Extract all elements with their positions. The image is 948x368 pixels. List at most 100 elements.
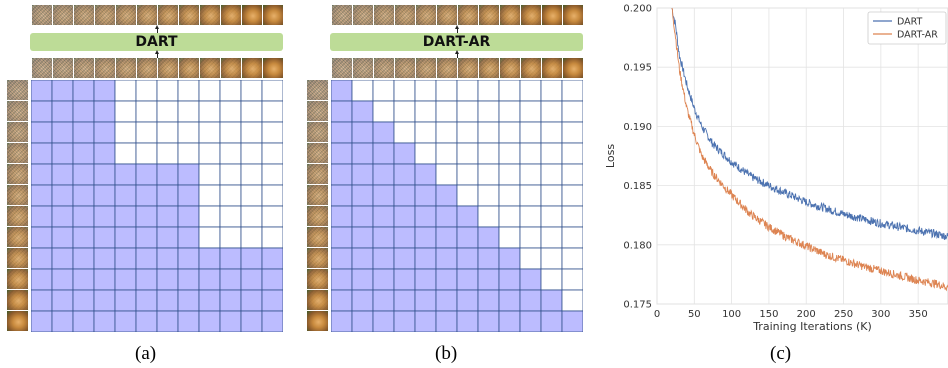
mask-cell-visible [393, 142, 416, 165]
mask-cell-hidden [219, 226, 242, 249]
mask-cell-hidden [456, 142, 479, 165]
mask-cell-visible [31, 289, 53, 312]
mask-cell-hidden [498, 80, 521, 102]
mask-cell-visible [561, 310, 583, 332]
loss-chart: 0 50 100 150 200 250 300 350 0.175 0.180 0.185 0.19… [604, 4, 948, 333]
legend-label: DART-AR [897, 30, 938, 41]
figure-caption: (a) [135, 343, 157, 364]
mask-cell-hidden [477, 100, 500, 123]
mask-cell-visible [114, 289, 137, 312]
diffusion-step-thumbnail [7, 248, 28, 268]
legend: DART DART-AR [867, 11, 947, 45]
mask-cell-visible [372, 184, 395, 207]
mask-cell-visible [540, 289, 563, 312]
mask-cell-visible [31, 268, 53, 291]
mask-cell-visible [51, 121, 74, 144]
mask-cell-visible [198, 310, 221, 332]
mask-cell-visible [31, 205, 53, 228]
mask-cell-hidden [540, 80, 563, 102]
mask-cell-hidden [540, 184, 563, 207]
diffusion-step-thumbnail [32, 58, 52, 78]
diffusion-step-thumbnail [353, 58, 373, 78]
mask-cell-visible [156, 205, 179, 228]
mask-cell-visible [156, 268, 179, 291]
mask-cell-hidden [114, 121, 137, 144]
mask-cell-hidden [498, 226, 521, 249]
mask-cell-hidden [561, 289, 583, 312]
mask-cell-visible [372, 121, 395, 144]
diffusion-step-thumbnail [416, 5, 436, 25]
diffusion-step-thumbnail [332, 58, 352, 78]
mask-cell-visible [93, 80, 116, 102]
mask-cell-hidden [540, 121, 563, 144]
mask-cell-hidden [561, 163, 583, 186]
mask-cell-visible [135, 163, 158, 186]
diffusion-step-thumbnail [7, 206, 28, 226]
mask-cell-visible [135, 310, 158, 332]
mask-cell-hidden [351, 80, 374, 102]
mask-cell-visible [156, 289, 179, 312]
diffusion-step-thumbnail [437, 58, 457, 78]
mask-cell-visible [51, 310, 74, 332]
mask-cell-hidden [561, 80, 583, 102]
mask-cell-hidden [540, 247, 563, 270]
mask-cell-hidden [561, 226, 583, 249]
mask-cell-visible [156, 163, 179, 186]
diffusion-step-thumbnail [263, 58, 283, 78]
diffusion-step-thumbnail [158, 58, 178, 78]
up-arrow-icon [455, 25, 459, 33]
mask-cell-hidden [477, 184, 500, 207]
diffusion-step-thumbnail [200, 58, 220, 78]
figure-caption: (b) [435, 343, 458, 364]
mask-cell-hidden [456, 163, 479, 186]
mask-cell-hidden [519, 163, 542, 186]
mask-cell-visible [435, 184, 458, 207]
mask-cell-hidden [198, 226, 221, 249]
mask-cell-visible [31, 226, 53, 249]
mask-cell-visible [351, 310, 374, 332]
diffusion-step-thumbnail [521, 58, 541, 78]
mask-cell-hidden [177, 100, 200, 123]
mask-cell-hidden [198, 163, 221, 186]
diffusion-step-thumbnail [7, 227, 28, 247]
y-tick-label: 0.190 [623, 122, 652, 133]
mask-cell-hidden [414, 100, 437, 123]
mask-cell-visible [414, 226, 437, 249]
mask-cell-visible [414, 310, 437, 332]
mask-cell-visible [93, 100, 116, 123]
mask-cell-visible [351, 268, 374, 291]
mask-cell-visible [498, 289, 521, 312]
mask-cell-visible [477, 268, 500, 291]
mask-cell-visible [498, 310, 521, 332]
mask-cell-visible [456, 247, 479, 270]
mask-cell-visible [135, 184, 158, 207]
mask-cell-hidden [435, 121, 458, 144]
mask-cell-visible [51, 226, 74, 249]
mask-cell-visible [331, 247, 353, 270]
mask-cell-visible [393, 268, 416, 291]
diffusion-step-thumbnail [563, 5, 583, 25]
mask-cell-visible [177, 205, 200, 228]
mask-cell-hidden [498, 142, 521, 165]
mask-cell-hidden [198, 80, 221, 102]
legend-box [867, 11, 947, 45]
diffusion-step-thumbnail [200, 5, 220, 25]
diffusion-step-thumbnail [7, 185, 28, 205]
mask-cell-visible [114, 184, 137, 207]
diffusion-step-thumbnail [307, 290, 328, 310]
mask-cell-visible [477, 226, 500, 249]
mask-cell-hidden [540, 142, 563, 165]
attention-mask-grid [331, 80, 583, 332]
mask-cell-hidden [519, 80, 542, 102]
mask-cell-visible [456, 205, 479, 228]
mask-cell-visible [351, 142, 374, 165]
mask-cell-visible [31, 100, 53, 123]
mask-cell-visible [351, 205, 374, 228]
mask-cell-hidden [519, 100, 542, 123]
mask-cell-hidden [477, 205, 500, 228]
mask-cell-visible [261, 268, 283, 291]
diffusion-step-thumbnail [32, 5, 52, 25]
mask-cell-visible [393, 247, 416, 270]
mask-cell-visible [177, 184, 200, 207]
mask-cell-visible [372, 226, 395, 249]
